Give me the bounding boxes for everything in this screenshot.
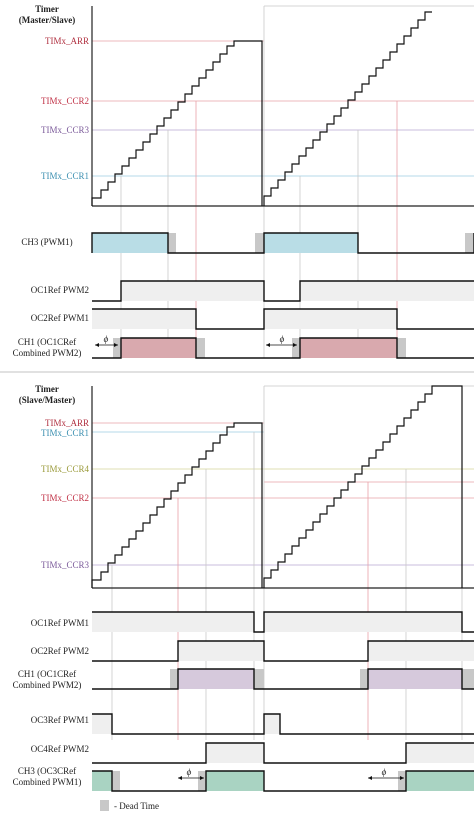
- bottom-oc1ref-waveform: [92, 611, 474, 633]
- bottom-ch3-label-2: Combined PWM1): [13, 777, 82, 787]
- top-ch3-waveform: [91, 232, 474, 254]
- bottom-ch1-deadtime-4: [462, 669, 474, 689]
- top-phase-arrowhead-1a: [95, 343, 99, 347]
- top-phase-arrowhead-1b: [114, 343, 118, 347]
- top-panel: Timer (Master/Slave) TIMx_ARR TIMx_CCR2 …: [13, 4, 474, 359]
- top-phase-arrowhead-2b: [293, 343, 297, 347]
- bottom-ch1-label-2: Combined PWM2): [13, 680, 82, 690]
- top-oc2ref-fill-1: [92, 309, 196, 329]
- bottom-ch3-deadtime-1: [112, 771, 120, 791]
- top-oc1ref-label: OC1Ref PWM2: [31, 285, 89, 295]
- top-phase-arrowhead-2a: [266, 343, 270, 347]
- top-ch3-pulse-1: [92, 233, 168, 253]
- top-label-ccr3: TIMx_CCR3: [41, 125, 90, 135]
- bottom-ch1-pulse-1: [178, 669, 254, 689]
- top-phase-symbol-1: ϕ: [104, 334, 109, 344]
- top-ch3-pulse-2: [264, 233, 358, 253]
- top-oc2ref-label: OC2Ref PWM1: [31, 313, 89, 323]
- top-ch1-label-2: Combined PWM2): [13, 348, 82, 358]
- bottom-phase-arrowhead-1b: [200, 776, 204, 780]
- bottom-counter-ramp-1: [91, 422, 263, 588]
- bottom-oc3ref-label: OC3Ref PWM1: [31, 715, 89, 725]
- top-ch1-deadtime-2: [196, 338, 205, 358]
- bottom-ch3-pulse-3: [406, 771, 474, 791]
- bottom-ch1-deadtime-1: [170, 669, 178, 689]
- bottom-oc2ref-waveform: [92, 640, 474, 662]
- bottom-oc1ref-fill-1: [92, 612, 254, 632]
- bottom-ch3-pulse-1: [92, 771, 112, 791]
- bottom-oc2ref-fill-2: [368, 641, 474, 661]
- top-phase-symbol-2: ϕ: [280, 334, 285, 344]
- top-ch1-deadtime-1: [113, 338, 121, 358]
- bottom-phase-symbol-1: ϕ: [187, 767, 192, 777]
- bottom-phase-arrowhead-2a: [368, 776, 372, 780]
- bottom-label-ccr2: TIMx_CCR2: [41, 493, 89, 503]
- top-ch3-deadtime-2: [255, 233, 264, 253]
- bottom-oc2ref-fill-1: [178, 641, 264, 661]
- top-ch3-deadtime-3: [465, 233, 474, 253]
- top-ch1-label: CH1 (OC1CRef: [18, 337, 76, 347]
- top-ch1-waveform: [92, 337, 474, 359]
- bottom-ch3-deadtime-3: [398, 771, 406, 791]
- top-timer-label: Timer: [35, 4, 59, 14]
- top-ch1-deadtime-4: [397, 338, 406, 358]
- bottom-counter-ramp-2: [263, 385, 463, 588]
- top-ch3-label: CH3 (PWM1): [21, 237, 72, 247]
- bottom-ch1-deadtime-2: [254, 669, 264, 689]
- bottom-ch3-pulse-2: [206, 771, 264, 791]
- bottom-oc1ref-label: OC1Ref PWM1: [31, 618, 89, 628]
- bottom-phase-arrowhead-2b: [400, 776, 404, 780]
- top-oc1ref-fill-1: [121, 281, 264, 301]
- bottom-oc4ref-label: OC4Ref PWM2: [31, 744, 89, 754]
- top-oc1ref-waveform: [92, 280, 474, 302]
- top-timer-sublabel: (Master/Slave): [19, 15, 75, 25]
- bottom-timer-sublabel: (Slave/Master): [19, 395, 75, 405]
- top-counter-ramp-1: [91, 40, 263, 206]
- bottom-ch1-label: CH1 (OC1CRef: [18, 669, 76, 679]
- bottom-ch3-label: CH3 (OC3CRef: [18, 766, 76, 776]
- bottom-oc1ref-fill-2: [264, 612, 462, 632]
- top-oc1ref-fill-2: [300, 281, 474, 301]
- top-ch1-deadtime-3: [292, 338, 300, 358]
- bottom-phase-arrowhead-1a: [178, 776, 182, 780]
- bottom-label-arr: TIMx_ARR: [45, 418, 89, 428]
- bottom-oc3ref-fill-1: [92, 714, 112, 734]
- bottom-oc4ref-fill-1: [206, 743, 264, 763]
- bottom-ch1-deadtime-3: [360, 669, 368, 689]
- bottom-oc4ref-fill-2: [406, 743, 474, 763]
- bottom-timer-label: Timer: [35, 384, 59, 394]
- bottom-label-ccr4: TIMx_CCR4: [41, 464, 90, 474]
- bottom-phase-symbol-2: ϕ: [382, 767, 387, 777]
- dead-time-label: - Dead Time: [114, 801, 159, 811]
- top-oc2ref-waveform: [92, 308, 474, 330]
- bottom-ch1-waveform: [92, 668, 474, 690]
- dead-time-swatch: [100, 800, 109, 811]
- top-counter-ramp-2: [263, 11, 432, 206]
- top-label-ccr2: TIMx_CCR2: [41, 96, 89, 106]
- top-ch1-pulse-2: [300, 338, 397, 358]
- bottom-oc3ref-fill-2: [264, 714, 280, 734]
- bottom-ch3-deadtime-2: [198, 771, 206, 791]
- bottom-ch1-pulse-2: [368, 669, 462, 689]
- top-oc2ref-fill-2: [264, 309, 397, 329]
- top-label-ccr1: TIMx_CCR1: [41, 171, 89, 181]
- top-ch3-deadtime-1: [168, 233, 176, 253]
- bottom-ch3-waveform: [92, 770, 474, 792]
- top-label-arr: TIMx_ARR: [45, 36, 89, 46]
- legend: - Dead Time: [100, 800, 159, 811]
- bottom-oc3ref-waveform: [92, 713, 474, 735]
- top-ch1-pulse-1: [121, 338, 196, 358]
- bottom-oc2ref-label: OC2Ref PWM2: [31, 646, 89, 656]
- bottom-panel: Timer (Slave/Master) TIMx_ARR TIMx_CCR1 …: [13, 384, 474, 792]
- bottom-oc4ref-waveform: [92, 742, 474, 764]
- bottom-label-ccr3: TIMx_CCR3: [41, 560, 90, 570]
- bottom-label-ccr1: TIMx_CCR1: [41, 428, 89, 438]
